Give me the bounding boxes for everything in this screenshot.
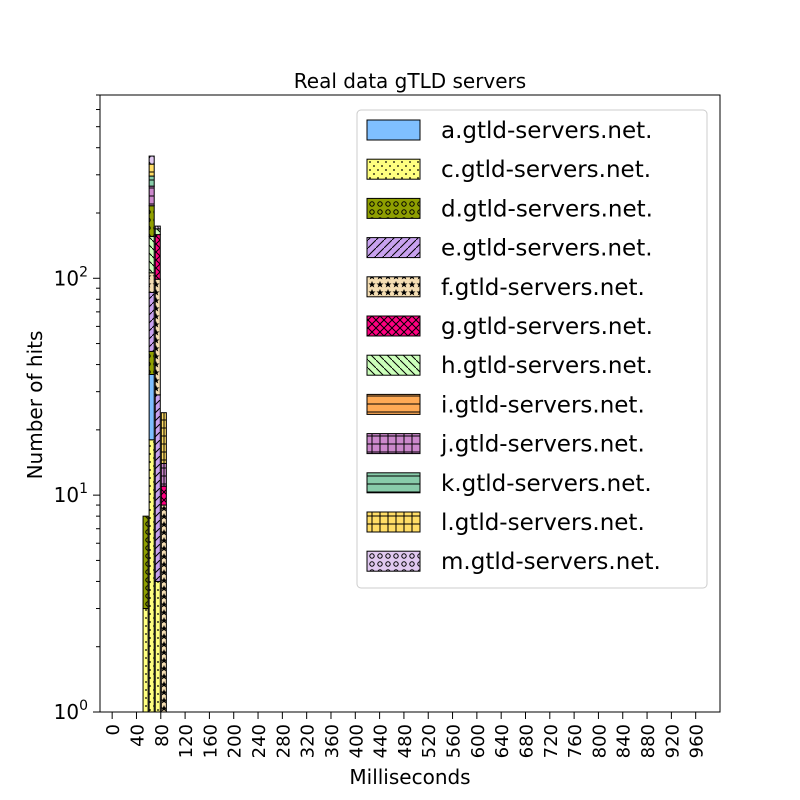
y-tick-label: 100: [54, 698, 88, 724]
x-tick-label: 520: [419, 724, 440, 758]
legend-item: e.gtld-servers.net.: [366, 236, 653, 262]
legend-item: j.gtld-servers.net.: [366, 432, 645, 458]
bar-segment: [148, 235, 155, 274]
bar-segment: [160, 412, 167, 464]
bar-segment: [148, 175, 155, 187]
legend-item: m.gtld-servers.net.: [366, 549, 661, 575]
y-tick-label: 101: [54, 481, 88, 507]
bar-segment: [148, 373, 155, 441]
x-tick-label: 360: [322, 724, 343, 758]
x-tick-label: 640: [492, 724, 513, 758]
legend-swatch: [366, 315, 421, 337]
bar-segment: [154, 234, 161, 280]
bar-segment: [154, 228, 161, 236]
bar-segment: [148, 163, 155, 177]
legend-swatch: [366, 433, 421, 455]
legend-label: j.gtld-servers.net.: [440, 432, 645, 458]
bar-segment: [148, 272, 155, 293]
y-axis-label: Number of hits: [23, 331, 47, 480]
x-tick-label: 800: [589, 724, 610, 758]
legend-label: g.gtld-servers.net.: [441, 314, 653, 340]
bar-segment: [148, 185, 155, 207]
x-tick-label: 480: [395, 724, 416, 758]
bars-group: [142, 155, 167, 713]
x-tick-label: 880: [638, 724, 659, 758]
legend-item: d.gtld-servers.net.: [366, 196, 653, 222]
x-tick-label: 960: [687, 724, 708, 758]
legend-label: f.gtld-servers.net.: [441, 275, 645, 301]
legend-label: i.gtld-servers.net.: [441, 392, 645, 418]
x-axis-label: Milliseconds: [349, 765, 470, 789]
legend-swatch: [366, 119, 421, 141]
x-tick-label: 80: [152, 724, 173, 747]
legend-swatch: [366, 158, 421, 180]
legend-item: f.gtld-servers.net.: [366, 275, 645, 301]
x-tick-label: 600: [468, 724, 489, 758]
plot-frame: [99, 94, 721, 713]
x-tick-label: 760: [565, 724, 586, 758]
legend-swatch: [366, 472, 421, 494]
legend-label: e.gtld-servers.net.: [441, 236, 653, 262]
x-tick-label: 200: [225, 724, 246, 758]
bar-segment: [160, 462, 167, 487]
x-tick-label: 680: [516, 724, 537, 758]
x-tick-label: 160: [200, 724, 221, 758]
bar-segment: [142, 608, 149, 713]
legend-swatch: [366, 511, 421, 533]
legend-item: i.gtld-servers.net.: [366, 392, 645, 418]
legend-label: d.gtld-servers.net.: [441, 196, 653, 222]
y-tick-label: 102: [54, 264, 88, 290]
bar-segment: [154, 580, 161, 713]
x-tick-label: 40: [127, 724, 148, 747]
x-tick-label: 840: [614, 724, 635, 758]
x-tick-label: 240: [249, 724, 270, 758]
legend-swatch: [366, 393, 421, 415]
legend-swatch: [366, 197, 421, 219]
x-tick-label: 440: [371, 724, 392, 758]
legend-label: m.gtld-servers.net.: [441, 549, 661, 575]
legend-item: c.gtld-servers.net.: [366, 157, 651, 183]
bar-segment: [148, 205, 155, 237]
legend-item: l.gtld-servers.net.: [366, 510, 645, 536]
legend-swatch: [366, 276, 421, 298]
x-tick-label: 280: [273, 724, 294, 758]
legend-swatch: [366, 237, 421, 259]
legend-item: g.gtld-servers.net.: [366, 314, 653, 340]
axes-group: 100 101 102 0 40 80 120 160 200 240 280 320 360 400 44…: [54, 94, 721, 758]
bar-segment: [148, 155, 155, 165]
legend-swatch: [366, 354, 421, 376]
bar-segment: [154, 225, 161, 230]
bar-segment: [160, 485, 167, 506]
bar-segment: [148, 439, 155, 713]
x-tick-label: 320: [298, 724, 319, 758]
legend: a.gtld-servers.net. c.gtld-servers.net. d.…: [356, 109, 708, 589]
x-tick-label: 560: [444, 724, 465, 758]
legend-label: a.gtld-servers.net.: [441, 118, 652, 144]
legend-label: k.gtld-servers.net.: [441, 471, 652, 497]
legend-item: a.gtld-servers.net.: [366, 118, 652, 144]
bar-segment: [148, 291, 155, 352]
bar-segment: [154, 278, 161, 396]
legend-box: [356, 109, 708, 589]
x-tick-label: 400: [346, 724, 367, 758]
bar-segment: [154, 394, 161, 582]
legend-label: c.gtld-servers.net.: [441, 157, 651, 183]
legend-label: l.gtld-servers.net.: [441, 510, 645, 536]
legend-item: h.gtld-servers.net.: [366, 353, 653, 379]
legend-swatch: [366, 550, 421, 572]
bar-segment: [148, 350, 155, 375]
x-tick-label: 120: [176, 724, 197, 758]
bar-segment: [142, 515, 149, 610]
chart-title: Real data gTLD servers: [294, 69, 526, 93]
bar-segment: [160, 504, 167, 713]
x-tick-label: 920: [662, 724, 683, 758]
legend-label: h.gtld-servers.net.: [441, 353, 653, 379]
x-tick-label: 0: [103, 724, 124, 735]
legend-item: k.gtld-servers.net.: [366, 471, 652, 497]
x-tick-label: 720: [541, 724, 562, 758]
